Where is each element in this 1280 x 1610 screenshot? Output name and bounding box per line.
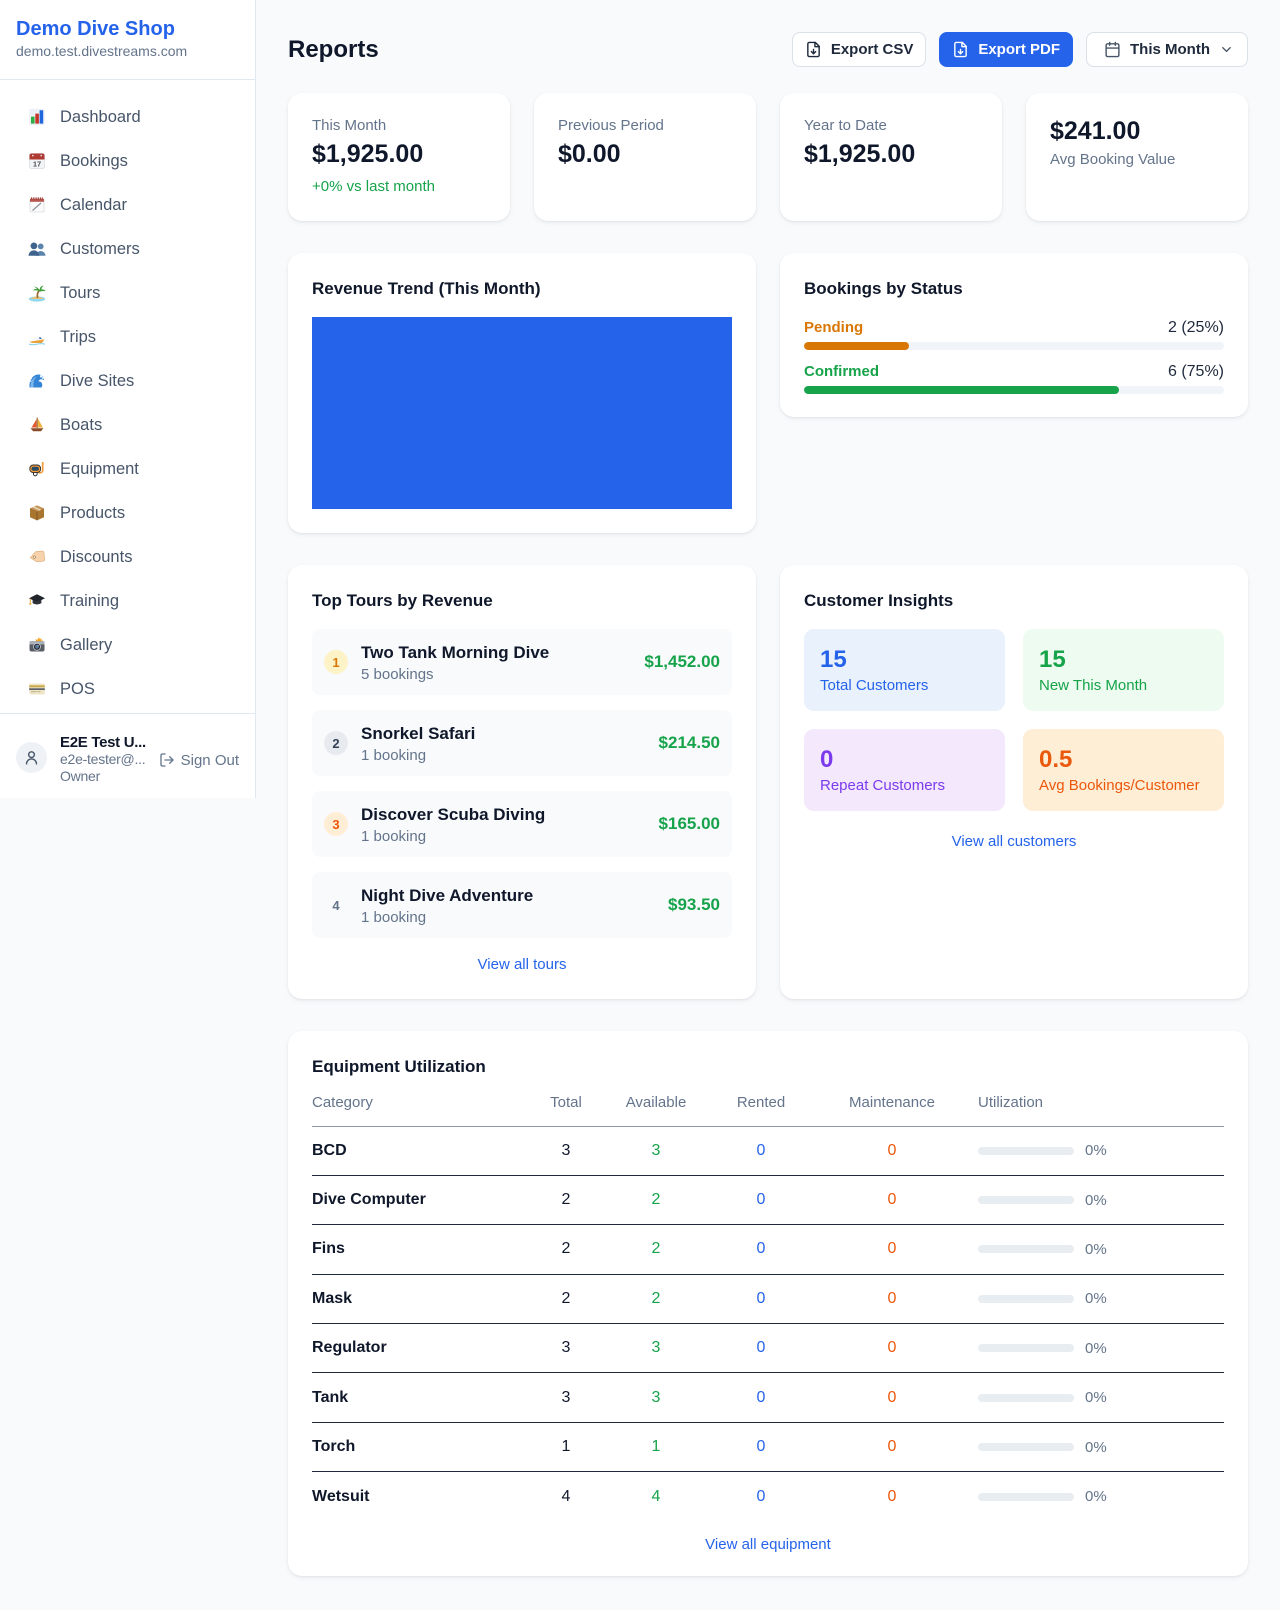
svg-text:17: 17 — [33, 159, 41, 168]
